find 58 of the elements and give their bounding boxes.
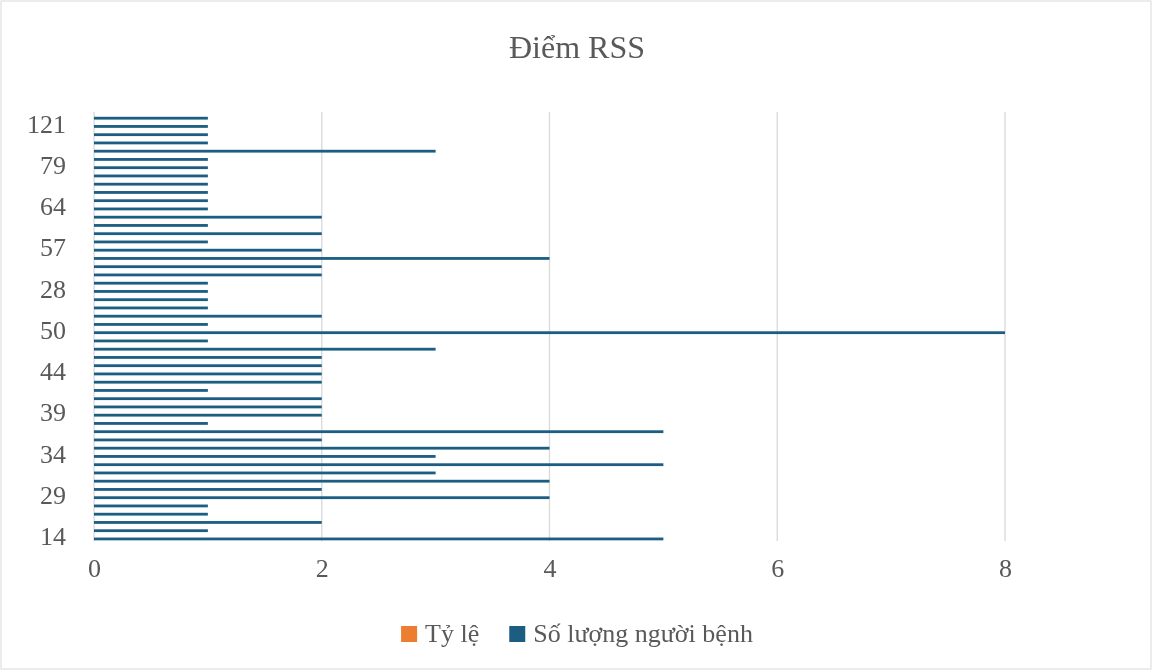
bar [94, 116, 208, 120]
y-tick-label: 44 [40, 357, 66, 387]
bar [94, 397, 322, 401]
y-tick-label: 50 [40, 315, 66, 345]
bar [94, 446, 550, 450]
bar [94, 248, 322, 252]
bar [94, 529, 208, 533]
y-tick-label: 79 [40, 150, 66, 180]
x-tick-label: 6 [771, 554, 785, 584]
y-tick-label: 39 [40, 398, 66, 428]
bar [94, 479, 550, 483]
bar [94, 191, 208, 194]
bar [94, 463, 664, 467]
x-tick-label: 8 [999, 554, 1012, 584]
bar [94, 158, 208, 161]
y-tick-label: 121 [27, 109, 66, 139]
bar [94, 265, 322, 269]
bar [94, 232, 322, 236]
bar [94, 413, 322, 417]
legend-label: Số lượng người bệnh [533, 619, 753, 648]
bar [94, 298, 208, 302]
bar [94, 356, 322, 359]
y-tick-label: 29 [40, 480, 66, 510]
bar [94, 257, 550, 260]
bar [94, 199, 208, 203]
x-tick-label: 2 [315, 554, 329, 584]
bar [94, 347, 436, 351]
y-tick-label: 14 [40, 522, 66, 552]
bar [94, 380, 322, 384]
bar [94, 182, 208, 186]
bar [94, 364, 322, 368]
bar [94, 488, 322, 491]
bar [94, 430, 664, 434]
bar [94, 389, 208, 392]
bar [94, 149, 436, 153]
bar [94, 166, 208, 170]
y-tick-label: 34 [40, 439, 66, 469]
y-tick-label: 64 [40, 192, 66, 222]
bar [94, 521, 322, 524]
bar [94, 331, 1005, 335]
y-tick-label: 28 [40, 274, 66, 304]
bar [94, 215, 322, 219]
bar [94, 512, 208, 516]
x-tick-label: 4 [543, 554, 557, 584]
bar [94, 314, 322, 318]
bar [94, 125, 208, 128]
x-tick-label: 0 [88, 554, 101, 584]
bar [94, 496, 550, 500]
bar [94, 133, 208, 137]
bar [94, 455, 436, 458]
bar [94, 323, 208, 326]
y-tick-label: 57 [40, 233, 66, 263]
bar [94, 224, 208, 227]
legend-label: Tỷ lệ [425, 619, 480, 648]
bar [94, 281, 208, 285]
bar [94, 422, 208, 425]
bar [94, 290, 208, 293]
chart-title: Điểm RSS [508, 29, 646, 65]
